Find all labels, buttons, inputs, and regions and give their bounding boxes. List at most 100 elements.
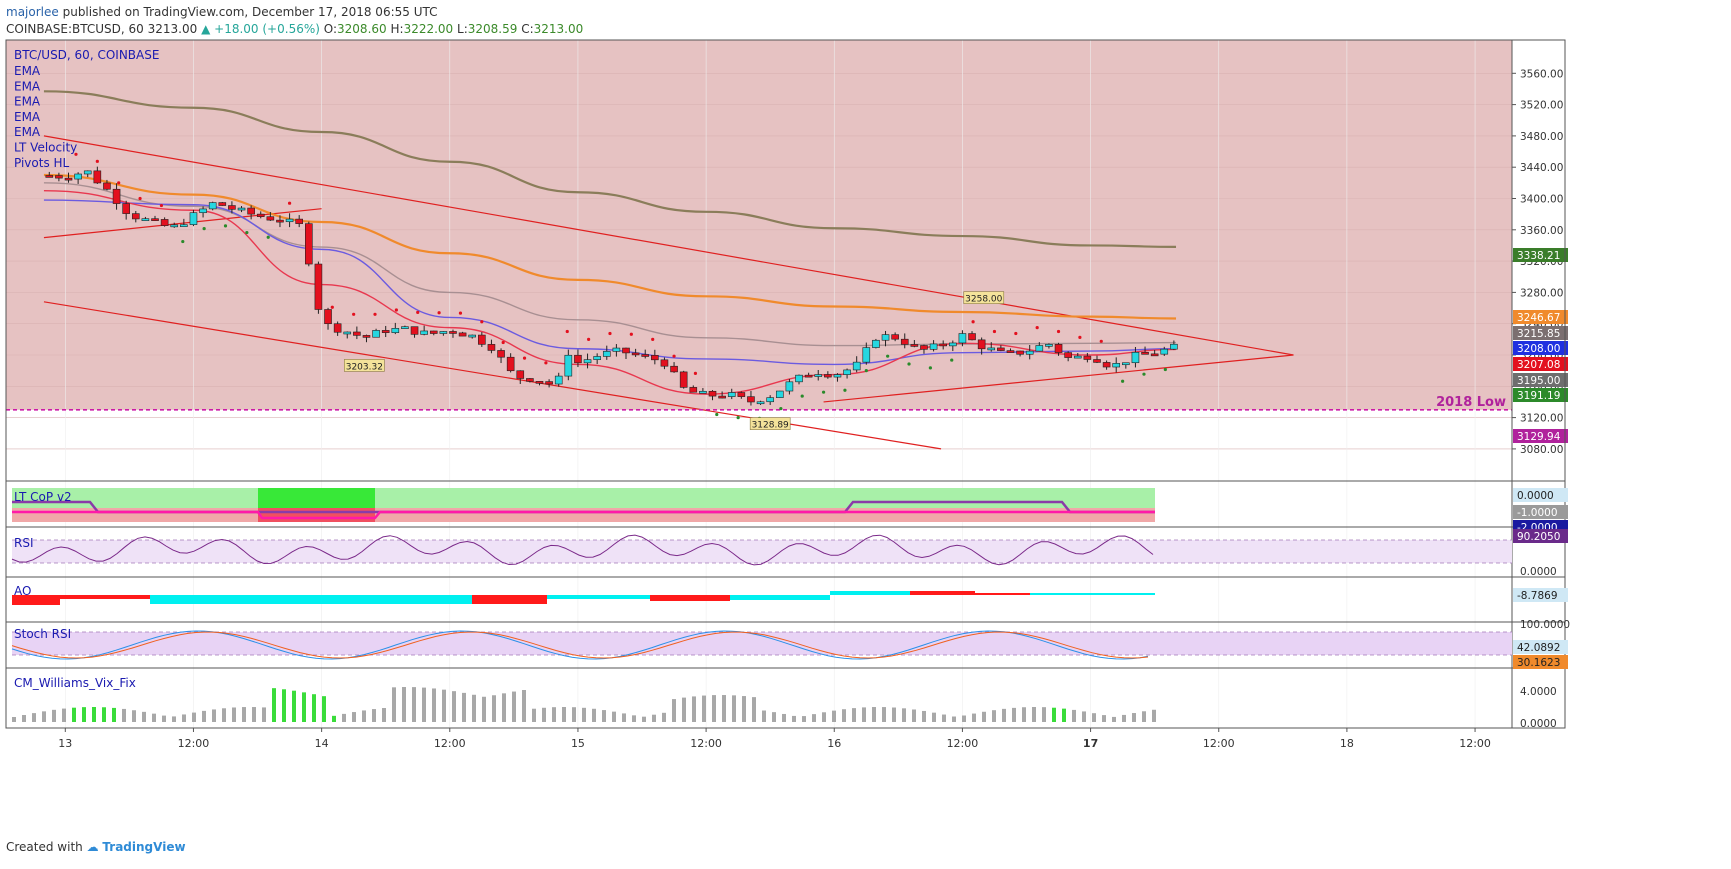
wvf-bar <box>22 715 26 722</box>
time-tick-label: 17 <box>1083 737 1098 750</box>
candle <box>516 370 525 384</box>
velocity-dot <box>287 201 292 205</box>
candle <box>545 379 553 388</box>
candle-body <box>804 374 813 378</box>
velocity-dot <box>437 311 441 315</box>
candle <box>881 330 890 347</box>
created-with-text: Created with <box>6 840 83 854</box>
velocity-dot <box>352 312 356 316</box>
cop-badge-bg <box>1513 505 1568 519</box>
candle <box>852 356 861 373</box>
publish-line: majorlee published on TradingView.com, D… <box>6 5 438 19</box>
candle <box>997 345 1005 352</box>
candle <box>775 390 784 399</box>
velocity-dot <box>587 337 591 341</box>
candle-body <box>631 352 640 356</box>
candle-body <box>324 309 332 325</box>
candle <box>641 349 650 359</box>
wvf-bar <box>362 710 366 722</box>
ema-line <box>43 173 1177 320</box>
wvf-bar <box>242 707 246 722</box>
legend-item: EMA <box>14 95 41 109</box>
trend-line <box>43 135 1294 356</box>
wvf-bar <box>942 714 946 722</box>
wvf-bar <box>802 716 806 722</box>
wvf-bar <box>272 688 276 722</box>
candle <box>45 171 54 178</box>
candle-body <box>343 331 352 335</box>
velocity-dot <box>886 354 890 358</box>
time-tick-label: 13 <box>58 737 72 750</box>
tradingview-logo-icon[interactable]: ☁ <box>86 840 99 854</box>
time-tick-label: 12:00 <box>434 737 466 750</box>
velocity-dot <box>373 312 377 316</box>
velocity-dot <box>330 305 334 309</box>
candle-body <box>151 218 159 221</box>
candle <box>747 391 755 406</box>
time-tick-label: 12:00 <box>1203 737 1235 750</box>
candle-body <box>141 218 150 221</box>
wvf-bar <box>382 708 386 722</box>
candle-body <box>410 326 419 335</box>
wvf-bar <box>32 713 36 722</box>
wvf-bar <box>102 707 106 722</box>
candle <box>247 205 255 220</box>
wvf-bar <box>52 709 56 722</box>
wvf-bar <box>232 707 236 722</box>
wvf-tick-label: 0.0000 <box>1520 718 1557 730</box>
wvf-bar <box>662 712 666 722</box>
time-tick-label: 16 <box>827 737 841 750</box>
candle-body <box>602 351 611 357</box>
wvf-bar <box>772 712 776 722</box>
candle-body <box>122 203 130 214</box>
legend-item: EMA <box>14 79 41 93</box>
tradingview-brand[interactable]: TradingView <box>102 840 186 854</box>
wvf-bar <box>632 715 636 722</box>
price-badge: 3246.67 <box>1513 310 1568 324</box>
velocity-dot <box>309 247 313 251</box>
wvf-bar <box>472 694 476 722</box>
price-badge-text: 3338.21 <box>1517 250 1560 262</box>
wvf-bar <box>572 707 576 722</box>
wvf-bar <box>722 695 726 722</box>
candle <box>218 201 227 206</box>
ema-line <box>43 199 1177 366</box>
candle <box>795 374 803 385</box>
rsi-tick-label: 0.0000 <box>1520 566 1557 578</box>
candle-body <box>189 212 198 225</box>
candle <box>439 331 448 336</box>
candle-body <box>862 347 871 363</box>
ao-bar <box>60 595 150 599</box>
velocity-dot <box>1142 372 1146 376</box>
velocity-dot <box>416 310 420 314</box>
wvf-bar <box>162 715 166 722</box>
candle-body <box>833 374 842 378</box>
wvf-bar <box>952 716 956 722</box>
candle-body <box>228 205 236 210</box>
candle <box>93 166 102 184</box>
candle-body <box>900 338 909 345</box>
wvf-bar <box>12 717 16 722</box>
velocity-dot <box>74 152 78 156</box>
pivot-label: 3258.00 <box>963 291 1005 305</box>
legend-item: LT Velocity <box>14 141 77 155</box>
candle-body <box>45 175 54 178</box>
wvf-bar <box>492 695 496 722</box>
trend-line <box>43 301 942 450</box>
velocity-dot <box>907 362 911 366</box>
candle-body <box>843 369 851 375</box>
velocity-dot <box>800 394 804 398</box>
candle <box>151 215 159 221</box>
candle <box>74 172 82 184</box>
rsi-band <box>12 540 1512 563</box>
rsi-label: RSI <box>14 536 34 550</box>
wvf-bar <box>202 710 206 722</box>
candle <box>228 201 236 214</box>
price-badge-bg <box>1513 248 1568 262</box>
candle <box>929 340 938 352</box>
publisher-name[interactable]: majorlee <box>6 5 59 19</box>
candle <box>574 349 582 368</box>
price-badge-text: 3191.19 <box>1517 390 1560 402</box>
wvf-bar <box>182 714 186 722</box>
